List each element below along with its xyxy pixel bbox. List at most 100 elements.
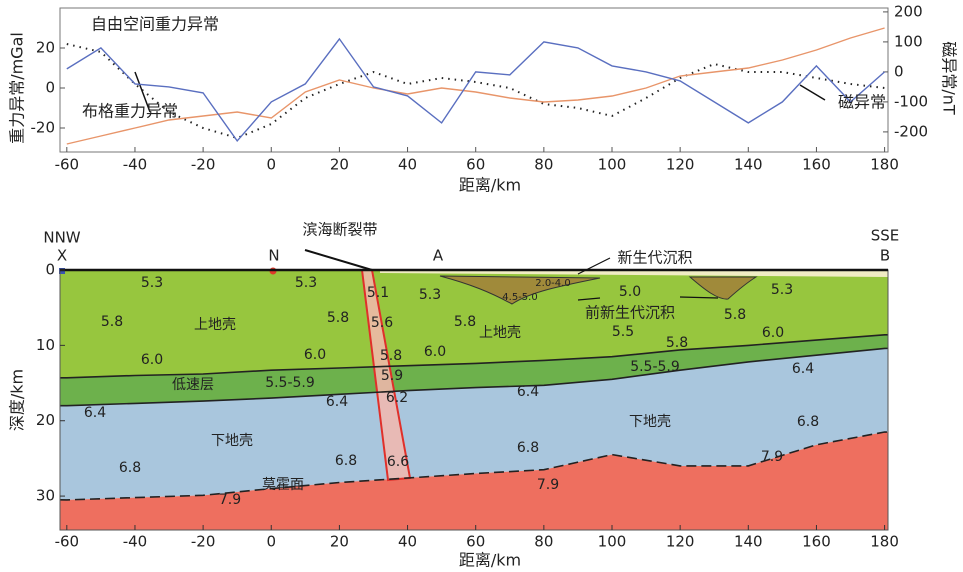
- section-label: 6.4: [84, 405, 106, 421]
- x-tick-label: 100: [598, 156, 627, 174]
- section-label: NNW: [43, 229, 80, 247]
- section-label: 7.9: [761, 449, 783, 465]
- section-label: 5.8: [380, 348, 402, 364]
- x-tick-label: -60: [55, 156, 80, 174]
- x-tick-label: 40: [398, 533, 417, 551]
- section-label: 5.3: [141, 275, 163, 291]
- series-label: 自由空间重力异常: [91, 15, 219, 34]
- x-tick-label: 140: [734, 156, 763, 174]
- section-label: 5.1: [367, 285, 389, 301]
- y2-tick-label: 0: [894, 62, 904, 80]
- y-tick-label: 0: [45, 261, 55, 279]
- section-label: 5.6: [371, 315, 393, 331]
- section-label: 5.8: [454, 314, 476, 330]
- section-label: 6.0: [762, 325, 784, 341]
- section-label: 6.4: [326, 394, 348, 410]
- x-tick-label: -60: [55, 533, 80, 551]
- section-label: 5.5: [612, 324, 634, 340]
- y2-tick-label: 100: [894, 32, 923, 50]
- arrow: [305, 250, 372, 270]
- x-tick-label: 120: [666, 156, 695, 174]
- y-tick-label: 20: [36, 411, 55, 429]
- section-label: 5.8: [101, 314, 123, 330]
- y-tick-label: -20: [31, 119, 56, 137]
- section-label: 5.0: [619, 284, 641, 300]
- x-tick-label: -40: [123, 533, 148, 551]
- y-axis-label: 深度/km: [8, 369, 27, 431]
- series-line: [67, 28, 885, 144]
- section-label: 5.3: [295, 275, 317, 291]
- y2-tick-label: -200: [894, 122, 928, 140]
- section-label: 5.8: [724, 307, 746, 323]
- x-tick-label: 100: [598, 533, 627, 551]
- x-tick-label: 40: [398, 156, 417, 174]
- section-label: 4.5-5.0: [502, 292, 537, 303]
- y2-tick-label: 200: [894, 2, 923, 20]
- figure: -60-40-20020406080100120140160180-20020-…: [0, 0, 963, 572]
- x-tick-label: -40: [123, 156, 148, 174]
- y-tick-label: 30: [36, 487, 55, 505]
- section-label: 6.8: [797, 414, 819, 430]
- x-tick-label: 60: [466, 156, 485, 174]
- x-tick-label: 180: [870, 533, 899, 551]
- x-axis-label: 距离/km: [459, 551, 521, 570]
- section-label: 5.8: [666, 335, 688, 351]
- section-label: 7.9: [537, 477, 559, 493]
- section-label: 下地壳: [211, 432, 253, 449]
- arrow: [800, 85, 825, 100]
- section-label: 5.3: [771, 282, 793, 298]
- section-label: 5.9: [381, 368, 403, 384]
- x-tick-label: 0: [266, 533, 276, 551]
- x-tick-label: 80: [534, 156, 553, 174]
- section-label: A: [433, 247, 444, 265]
- y2-axis-label: 磁异常/nT: [940, 41, 959, 115]
- section-label: 6.0: [304, 347, 326, 363]
- section-label: 下地壳: [629, 413, 671, 430]
- x-tick-label: 160: [802, 533, 831, 551]
- section-label: B: [880, 247, 890, 265]
- x-tick-label: 80: [534, 533, 553, 551]
- section-label: 新生代沉积: [617, 249, 692, 267]
- x-axis-label: 距离/km: [459, 176, 521, 195]
- section-label: 6.8: [517, 440, 539, 456]
- section-label: 6.4: [792, 361, 814, 377]
- x-tick-label: 0: [266, 156, 276, 174]
- series-line: [67, 39, 885, 141]
- section-label: 上地壳: [194, 316, 236, 333]
- section-label: 6.8: [335, 453, 357, 469]
- x-tick-label: -20: [191, 533, 216, 551]
- section-label: X: [57, 247, 67, 265]
- section-label: N: [268, 247, 279, 265]
- y-axis-label: 重力异常/mGal: [8, 32, 27, 144]
- section-label: 2.0-4.0: [535, 278, 570, 289]
- y-tick-label: 10: [36, 336, 55, 354]
- x-tick-label: -20: [191, 156, 216, 174]
- section-background: [60, 270, 888, 530]
- y2-tick-label: -100: [894, 92, 928, 110]
- x-tick-label: 120: [666, 533, 695, 551]
- section-label: 6.0: [424, 344, 446, 360]
- section-label: 滨海断裂带: [302, 221, 377, 239]
- section-label: 6.8: [119, 460, 141, 476]
- section-label: 低速层: [172, 377, 214, 393]
- x-tick-label: 60: [466, 533, 485, 551]
- section-label: 6.4: [517, 384, 539, 400]
- x-tick-label: 20: [330, 533, 349, 551]
- series-label: 布格重力异常: [82, 102, 178, 121]
- section-label: 6.0: [141, 352, 163, 368]
- series-label: 磁异常: [838, 93, 886, 112]
- x-tick-label: 180: [870, 156, 899, 174]
- x-tick-label: 20: [330, 156, 349, 174]
- section-label: 5.8: [327, 310, 349, 326]
- section-label: 5.5-5.9: [630, 359, 680, 375]
- section-label: 6.2: [386, 390, 408, 406]
- section-label: SSE: [871, 227, 900, 245]
- section-label: 上地壳: [479, 324, 521, 341]
- section-label: 莫霍面: [262, 477, 304, 493]
- section-label: 7.9: [219, 492, 241, 508]
- y-tick-label: 20: [36, 39, 55, 57]
- x-tick-label: 140: [734, 533, 763, 551]
- section-label: 5.5-5.9: [265, 375, 315, 391]
- section-label: 5.3: [419, 287, 441, 303]
- section-label: 前新生代沉积: [585, 304, 675, 322]
